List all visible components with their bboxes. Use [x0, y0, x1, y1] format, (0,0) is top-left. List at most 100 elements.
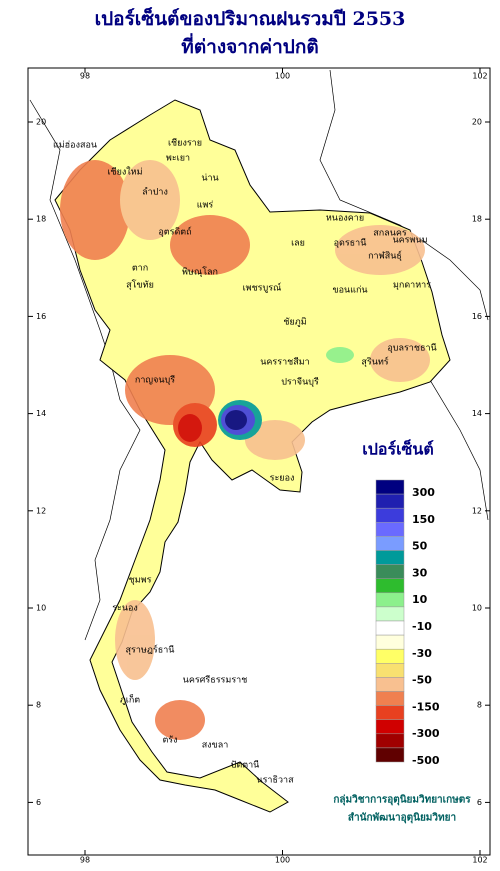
zone	[335, 225, 425, 275]
province-label: อุบลราชธานี	[387, 343, 436, 354]
legend-swatch	[375, 747, 405, 763]
province-label: เชียงใหม่	[107, 167, 142, 178]
lon-label-bottom: 102	[472, 856, 487, 865]
legend-label: 300	[412, 486, 435, 499]
legend-swatch	[375, 606, 405, 622]
lat-label-left: 20	[36, 118, 46, 127]
province-label: อุดรธานี	[334, 238, 367, 249]
zone	[370, 338, 430, 382]
province-label: สุโขทัย	[126, 280, 154, 291]
province-label: แพร่	[197, 201, 214, 211]
province-label: หนองคาย	[326, 214, 364, 224]
province-label: แม่ฮ่องสอน	[53, 141, 97, 151]
province-label: ระยอง	[270, 474, 295, 484]
lat-label-right: 18	[472, 215, 482, 224]
lat-label-right: 14	[472, 409, 482, 418]
lat-label-right: 6	[477, 798, 482, 807]
legend-swatch	[375, 536, 405, 551]
legend-swatch	[375, 578, 405, 594]
lat-label-left: 6	[36, 798, 41, 807]
province-label: นราธิวาส	[256, 775, 294, 786]
province-label: มุกดาหาร	[393, 281, 431, 291]
legend-label: -500	[412, 754, 440, 767]
lat-label-right: 20	[472, 118, 482, 127]
lat-label-left: 18	[36, 215, 46, 224]
province-label: สุรินทร์	[361, 356, 388, 368]
credit-1: กลุ่มวิชาการอุตุนิยมวิทยาเกษตร	[333, 794, 471, 806]
province-label: ชัยภูมิ	[283, 317, 306, 328]
lon-label-top: 98	[80, 72, 90, 81]
legend-swatch	[375, 592, 405, 608]
lat-label-left: 12	[36, 506, 46, 515]
province-label: ตรัง	[162, 736, 177, 746]
lat-label-right: 16	[472, 312, 482, 321]
credit-2: สำนักพัฒนาอุตุนิยมวิทยา	[348, 812, 456, 824]
legend-swatch	[375, 522, 405, 537]
lat-label-left: 8	[36, 701, 41, 710]
lat-label-right: 12	[472, 506, 482, 515]
rain-zones	[60, 160, 430, 740]
province-label: นครศรีธรรมราช	[183, 675, 248, 686]
province-label: ปราจีนบุรี	[281, 377, 319, 388]
zone	[178, 414, 202, 442]
legend-swatch	[375, 564, 405, 579]
title-line-2: ที่ต่างจากค่าปกติ	[181, 33, 318, 58]
thailand	[54, 99, 451, 813]
lat-label-left: 16	[36, 312, 46, 321]
province-label: กาฬสินธุ์	[368, 250, 402, 262]
legend-label: -300	[412, 727, 440, 740]
zone	[170, 215, 250, 275]
province-label: เชียงราย	[168, 138, 202, 149]
legend-swatch	[375, 663, 405, 678]
province-label: นครราชสีมา	[260, 357, 309, 368]
lat-label-right: 10	[472, 604, 482, 613]
province-label: เพชรบูรณ์	[243, 282, 282, 294]
lon-label-top: 102	[472, 72, 487, 81]
province-label: ขอนแก่น	[332, 286, 367, 296]
legend-label: -30	[412, 647, 432, 660]
province-label: เลย	[291, 239, 305, 249]
zone	[60, 160, 130, 260]
province-label: ระนอง	[112, 604, 138, 614]
province-label: น่าน	[201, 174, 218, 184]
zone	[155, 700, 205, 740]
province-label: พะเยา	[166, 154, 190, 164]
legend-swatch	[375, 620, 405, 636]
province-label: ตาก	[132, 264, 148, 274]
province-label: สกลนคร	[373, 229, 407, 239]
zone	[245, 420, 305, 460]
zone	[120, 160, 180, 240]
legend-swatch	[375, 733, 405, 749]
province-label: ภูเก็ต	[120, 693, 140, 706]
province-label: สุราษฎร์ธานี	[126, 644, 175, 656]
lat-label-left: 14	[36, 409, 46, 418]
province-label: อุตรดิตถ์	[158, 226, 191, 238]
legend-label: 10	[412, 593, 428, 606]
legend-title: เปอร์เซ็นต์	[362, 438, 433, 459]
legend-swatch	[375, 648, 405, 664]
legend-swatch	[375, 691, 405, 706]
legend-label: -50	[412, 674, 432, 687]
legend-swatch	[375, 705, 405, 720]
legend-label: 30	[412, 566, 428, 579]
province-label: ชุมพร	[129, 576, 152, 586]
zone	[326, 347, 354, 363]
legend-swatch	[375, 507, 405, 523]
zone	[225, 410, 247, 430]
zone	[115, 600, 155, 680]
lat-label-right: 8	[477, 701, 482, 710]
province-label: ลำปาง	[142, 187, 168, 198]
legend-swatch	[375, 493, 405, 509]
lon-label-bottom: 98	[80, 856, 90, 865]
province-label: พิษณุโลก	[182, 267, 218, 278]
province-label: นครพนม	[392, 236, 427, 246]
legend-swatch	[375, 634, 405, 650]
lon-label-top: 100	[275, 72, 290, 81]
title-line-1: เปอร์เซ็นต์ของปริมาณฝนรวมปี 2553	[95, 6, 406, 30]
legend: เปอร์เซ็นต์ 300 150 50 30 10 -10 -30 -50 -150 -30…	[362, 438, 440, 768]
legend-label: 50	[412, 540, 428, 553]
legend-swatch	[375, 677, 405, 692]
legend-swatch	[375, 719, 405, 735]
legend-label: -10	[412, 620, 432, 633]
